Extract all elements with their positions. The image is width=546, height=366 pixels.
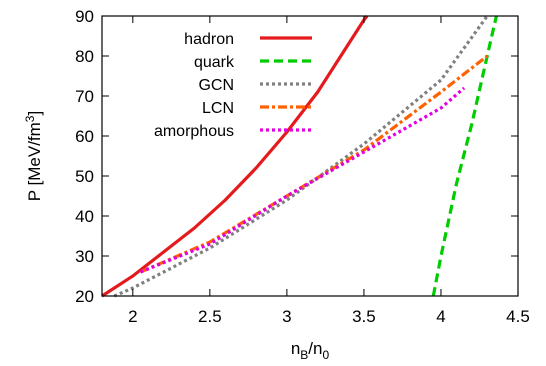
x-tick-label: 3.5 [352,307,376,326]
legend-label: GCN [198,77,234,94]
series-line-lcn [139,54,489,274]
legend: hadron quark GCN LCN amorphous [154,31,312,140]
y-tick-label: 70 [75,87,94,106]
y-label-bracket: ] [25,111,44,116]
y-tick-label: 30 [75,247,94,266]
y-tick-label: 50 [75,167,94,186]
x-tick-label: 3 [282,307,291,326]
tick-labels: 2 2.5 3 3.5 4 4.5 20 30 40 50 60 70 80 90 [75,7,530,326]
x-tick-label: 2 [128,307,137,326]
y-tick-label: 20 [75,287,94,306]
x-label-n: n [291,339,300,358]
y-axis-label: P [MeV/fm3] [23,111,44,201]
series-line-quark [431,15,498,297]
legend-label: amorphous [154,123,234,140]
x-label-sub-0: 0 [322,348,329,362]
x-tick-label: 2.5 [198,307,222,326]
x-axis-label: nB/n0 [291,339,330,362]
y-tick-label: 40 [75,207,94,226]
legend-label: LCN [202,100,234,117]
y-tick-label: 90 [75,7,94,26]
y-label-main: P [MeV/fm [25,122,44,201]
axis-ticks [102,15,519,297]
series-line-hadron [101,15,369,298]
series-line-gcn [113,15,489,298]
legend-label: quark [194,54,235,71]
y-tick-label: 60 [75,127,94,146]
series-line-amorphous [139,86,466,274]
plot-lines [101,15,498,298]
y-label-sup-3: 3 [23,115,37,122]
x-tick-label: 4.5 [506,307,530,326]
y-tick-label: 80 [75,47,94,66]
x-tick-label: 4 [436,307,445,326]
plot-frame [101,15,519,297]
x-label-slash-n: /n [308,339,322,358]
x-label-sub-b: B [300,348,308,362]
legend-label: hadron [184,31,234,48]
